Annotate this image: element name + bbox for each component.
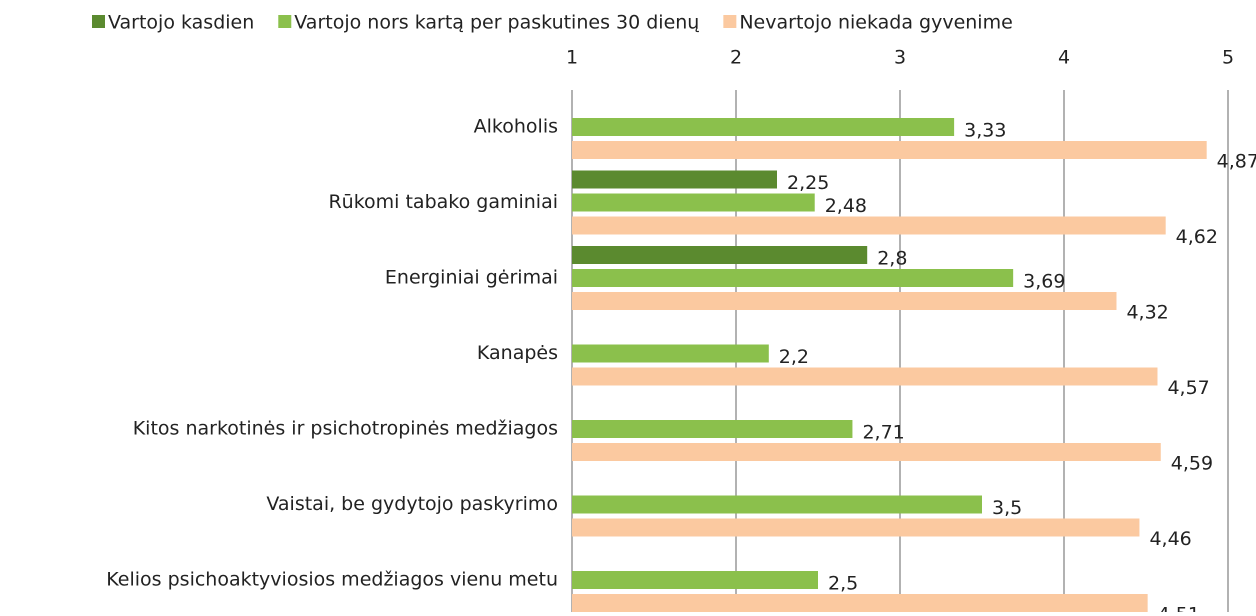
- value-label: 3,33: [964, 120, 1006, 142]
- category-label: Kanapės: [477, 342, 558, 364]
- category-label: Kitos narkotinės ir psichotropinės medži…: [133, 418, 558, 440]
- bar: [572, 594, 1148, 612]
- value-label: 2,5: [828, 573, 858, 595]
- x-tick-label: 3: [894, 47, 906, 69]
- value-label: 4,57: [1167, 377, 1209, 399]
- value-label: 3,69: [1023, 271, 1065, 293]
- value-label: 4,62: [1176, 226, 1218, 248]
- legend-swatch: [92, 15, 105, 28]
- bar: [572, 170, 777, 189]
- value-label: 2,8: [877, 248, 907, 270]
- legend-swatch: [723, 15, 737, 28]
- value-label: 4,51: [1158, 604, 1200, 613]
- category-label: Vaistai, be gydytojo paskyrimo: [266, 493, 558, 515]
- value-label: 2,25: [787, 172, 829, 194]
- x-tick-label: 4: [1058, 47, 1070, 69]
- bar: [572, 216, 1166, 235]
- value-label: 2,2: [779, 346, 809, 368]
- value-label: 4,32: [1126, 302, 1168, 324]
- category-label: Rūkomi tabako gaminiai: [328, 191, 558, 213]
- bar: [572, 141, 1207, 159]
- legend-swatch: [278, 15, 292, 28]
- bar: [572, 292, 1117, 310]
- x-tick-label: 2: [730, 47, 742, 69]
- value-label: 4,46: [1149, 528, 1191, 550]
- bar: [572, 518, 1140, 537]
- bar: [572, 495, 982, 514]
- value-label: 2,48: [825, 195, 867, 217]
- category-label: Kelios psichoaktyviosios medžiagos vienu…: [106, 569, 558, 591]
- bar: [572, 367, 1158, 386]
- value-label: 4,59: [1171, 453, 1213, 475]
- bar: [572, 344, 769, 363]
- x-tick-label: 5: [1222, 47, 1234, 69]
- bar: [572, 193, 815, 212]
- legend-label: Nevartojo niekada gyvenime: [739, 12, 1012, 34]
- legend-label: Vartojo kasdien: [108, 12, 254, 34]
- bar: [572, 246, 868, 264]
- value-label: 2,71: [862, 422, 904, 444]
- bar: [572, 269, 1014, 287]
- legend-label: Vartojo nors kartą per paskutines 30 die…: [294, 12, 699, 34]
- bar: [572, 118, 955, 136]
- value-label: 3,5: [992, 497, 1022, 519]
- category-label: Energiniai gėrimai: [385, 267, 558, 289]
- value-label: 4,87: [1217, 151, 1256, 173]
- bar: [572, 420, 853, 438]
- x-tick-label: 1: [566, 47, 578, 69]
- category-label: Alkoholis: [474, 116, 558, 138]
- bar: [572, 571, 818, 589]
- bar: [572, 443, 1161, 461]
